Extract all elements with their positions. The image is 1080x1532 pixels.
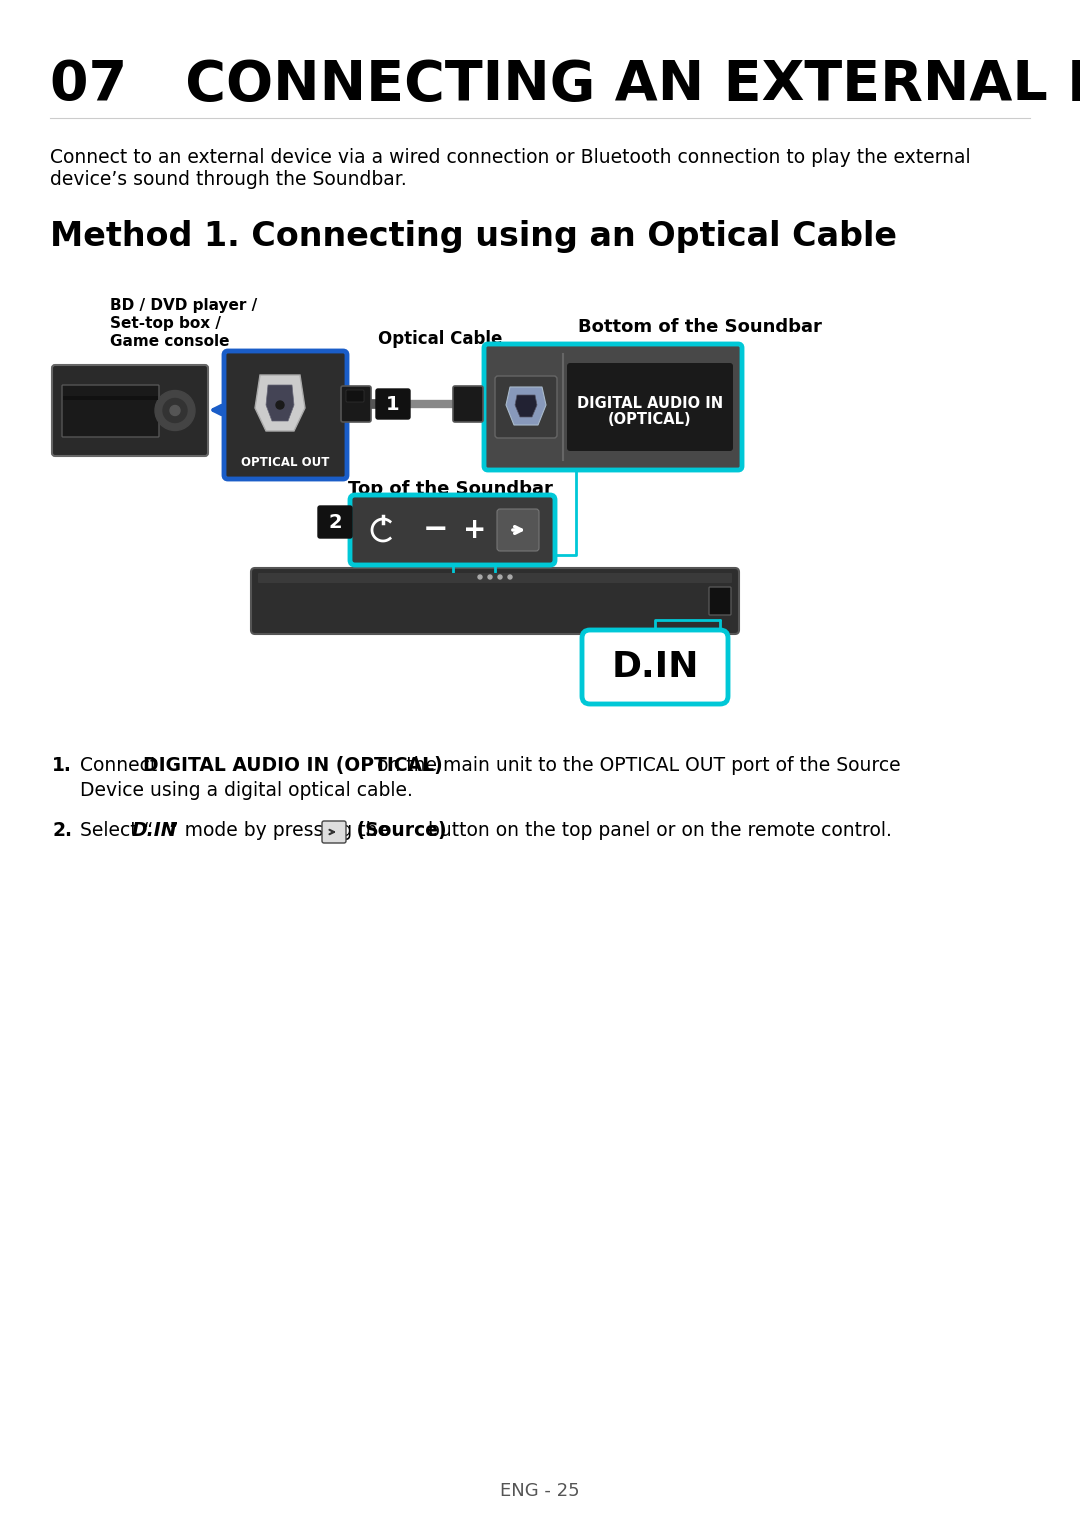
FancyBboxPatch shape [350, 495, 555, 565]
Text: 1: 1 [387, 395, 400, 414]
Circle shape [498, 574, 502, 579]
Text: ” mode by pressing the: ” mode by pressing the [168, 821, 395, 840]
Text: Game console: Game console [110, 334, 229, 349]
FancyBboxPatch shape [497, 509, 539, 552]
Text: Bottom of the Soundbar: Bottom of the Soundbar [578, 319, 822, 336]
Text: 1.: 1. [52, 755, 72, 775]
Text: 2: 2 [328, 513, 341, 532]
Text: DIGITAL AUDIO IN: DIGITAL AUDIO IN [577, 395, 724, 411]
FancyBboxPatch shape [453, 386, 483, 421]
FancyBboxPatch shape [582, 630, 728, 705]
FancyBboxPatch shape [63, 395, 158, 400]
FancyBboxPatch shape [62, 385, 159, 437]
FancyBboxPatch shape [495, 375, 557, 438]
Circle shape [508, 574, 512, 579]
Text: Connect: Connect [80, 755, 163, 775]
FancyBboxPatch shape [224, 351, 347, 480]
Text: BD / DVD player /: BD / DVD player / [110, 299, 257, 313]
Text: on the main unit to the OPTICAL OUT port of the Source: on the main unit to the OPTICAL OUT port… [372, 755, 901, 775]
Text: Connect to an external device via a wired connection or Bluetooth connection to : Connect to an external device via a wire… [50, 149, 971, 167]
FancyBboxPatch shape [52, 365, 208, 457]
FancyBboxPatch shape [376, 389, 410, 418]
Polygon shape [266, 385, 294, 421]
FancyBboxPatch shape [341, 386, 372, 421]
Circle shape [488, 574, 492, 579]
Text: +: + [463, 516, 487, 544]
Text: (OPTICAL): (OPTICAL) [608, 412, 692, 426]
Text: 07   CONNECTING AN EXTERNAL DEVICE: 07 CONNECTING AN EXTERNAL DEVICE [50, 58, 1080, 112]
Text: Select “: Select “ [80, 821, 153, 840]
Text: device’s sound through the Soundbar.: device’s sound through the Soundbar. [50, 170, 407, 188]
Circle shape [478, 574, 482, 579]
Circle shape [276, 401, 284, 409]
Circle shape [170, 406, 180, 415]
Polygon shape [515, 395, 537, 417]
FancyBboxPatch shape [322, 821, 346, 843]
Text: Set-top box /: Set-top box / [110, 316, 221, 331]
Polygon shape [507, 388, 546, 424]
FancyBboxPatch shape [251, 568, 739, 634]
FancyBboxPatch shape [258, 573, 732, 584]
Circle shape [156, 391, 195, 430]
Text: Method 1. Connecting using an Optical Cable: Method 1. Connecting using an Optical Ca… [50, 221, 897, 253]
Text: 2.: 2. [52, 821, 72, 840]
Text: −: − [422, 515, 448, 544]
Circle shape [163, 398, 187, 423]
Text: ENG - 25: ENG - 25 [500, 1481, 580, 1500]
Text: (Source): (Source) [350, 821, 447, 840]
Text: DIGITAL AUDIO IN (OPTICAL): DIGITAL AUDIO IN (OPTICAL) [143, 755, 443, 775]
Text: D.IN: D.IN [611, 650, 699, 683]
FancyBboxPatch shape [484, 345, 742, 470]
FancyBboxPatch shape [318, 506, 352, 538]
FancyBboxPatch shape [346, 391, 364, 401]
FancyBboxPatch shape [708, 587, 731, 614]
Text: Device using a digital optical cable.: Device using a digital optical cable. [80, 781, 413, 800]
Text: D.IN: D.IN [132, 821, 177, 840]
Text: button on the top panel or on the remote control.: button on the top panel or on the remote… [422, 821, 892, 840]
Text: OPTICAL OUT: OPTICAL OUT [241, 457, 329, 469]
Polygon shape [255, 375, 305, 430]
FancyBboxPatch shape [567, 363, 733, 450]
Text: Optical Cable: Optical Cable [378, 329, 502, 348]
Text: Top of the Soundbar: Top of the Soundbar [348, 480, 553, 498]
